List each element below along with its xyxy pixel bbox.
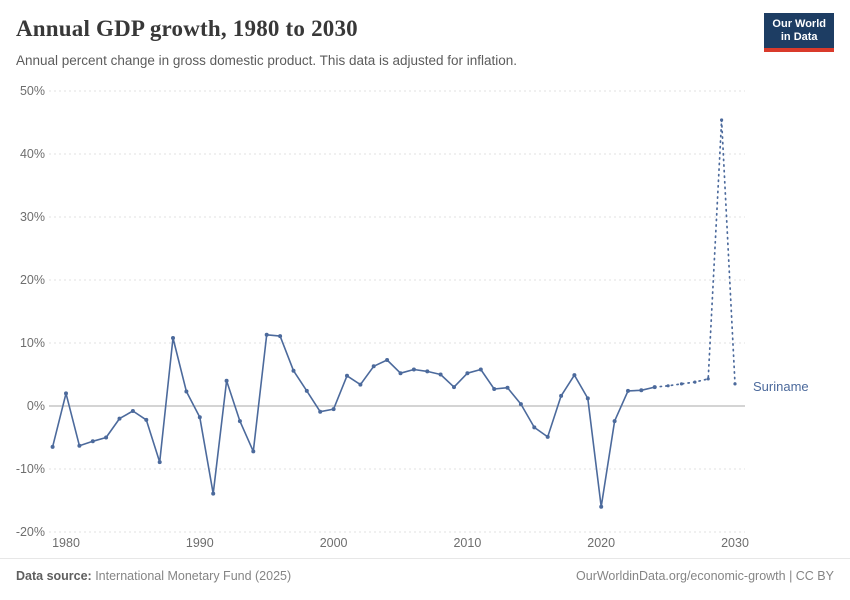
data-point <box>90 439 95 444</box>
data-source-note: Data source: International Monetary Fund… <box>16 569 291 583</box>
data-point <box>572 373 577 378</box>
owid-citation-link[interactable]: OurWorldinData.org/economic-growth | CC … <box>576 569 834 583</box>
data-point <box>438 372 443 377</box>
y-tick-label: 10% <box>20 336 45 350</box>
data-point <box>345 373 349 378</box>
projection-point <box>693 380 697 384</box>
projection-point <box>679 382 684 386</box>
x-tick-label: 2030 <box>721 536 749 550</box>
data-point <box>478 367 483 372</box>
data-point <box>652 385 657 390</box>
owid-logo-line2: in Data <box>780 31 818 43</box>
series-label-suriname: Suriname <box>753 379 809 394</box>
data-point <box>505 385 510 390</box>
data-source-label: Data source: <box>16 569 92 583</box>
data-point <box>492 387 497 391</box>
data-point <box>50 444 55 449</box>
data-point <box>144 417 149 422</box>
y-tick-label: 30% <box>20 210 45 224</box>
data-point <box>518 402 523 407</box>
footer-divider <box>0 558 850 559</box>
data-point <box>318 409 323 414</box>
data-point <box>171 336 175 340</box>
data-point <box>331 407 336 412</box>
x-tick-label: 2020 <box>587 536 615 550</box>
data-point <box>385 358 390 362</box>
y-tick-label: 0% <box>27 399 45 413</box>
data-point <box>117 416 122 421</box>
data-point <box>626 388 630 393</box>
data-point <box>639 388 644 393</box>
data-point <box>211 491 216 496</box>
y-tick-label: 40% <box>20 147 45 161</box>
data-point <box>371 364 376 369</box>
projection-point <box>666 384 670 388</box>
data-point <box>545 434 550 439</box>
data-point <box>358 382 363 387</box>
data-point <box>452 385 456 390</box>
data-point <box>411 367 416 372</box>
data-point <box>64 391 68 396</box>
x-tick-label: 2010 <box>453 536 481 550</box>
data-point <box>612 419 617 424</box>
projection-point <box>733 382 737 386</box>
historical-line <box>51 334 656 508</box>
projection-point <box>706 377 710 381</box>
data-point <box>559 393 564 398</box>
data-point <box>130 409 135 413</box>
data-point <box>197 415 202 420</box>
data-point <box>104 435 109 440</box>
x-tick-label: 1980 <box>52 536 80 550</box>
data-source-value: International Monetary Fund (2025) <box>91 569 292 583</box>
data-point <box>425 369 430 374</box>
y-tick-label: -10% <box>16 462 45 476</box>
y-tick-label: 20% <box>20 273 45 287</box>
data-point <box>237 419 242 424</box>
data-point <box>157 460 162 465</box>
data-point <box>184 389 189 394</box>
data-point <box>224 378 229 383</box>
data-point <box>278 334 283 339</box>
data-point <box>532 425 537 430</box>
projection-line <box>653 119 736 388</box>
x-tick-label: 1990 <box>186 536 214 550</box>
data-point <box>291 368 296 373</box>
data-point <box>251 449 256 454</box>
owid-logo: Our World in Data <box>764 13 834 52</box>
data-point <box>304 388 309 393</box>
owid-logo-line1: Our World <box>772 18 826 30</box>
data-point <box>264 332 269 337</box>
x-tick-label: 2000 <box>320 536 348 550</box>
data-point <box>465 371 470 376</box>
projection-point <box>720 118 724 122</box>
y-tick-label: -20% <box>16 525 45 539</box>
data-point <box>599 504 604 509</box>
data-point <box>398 371 403 376</box>
chart-subtitle: Annual percent change in gross domestic … <box>16 53 518 68</box>
chart-title: Annual GDP growth, 1980 to 2030 <box>16 16 358 41</box>
y-tick-label: 50% <box>20 84 45 98</box>
data-point <box>585 396 590 401</box>
data-point <box>77 443 82 448</box>
